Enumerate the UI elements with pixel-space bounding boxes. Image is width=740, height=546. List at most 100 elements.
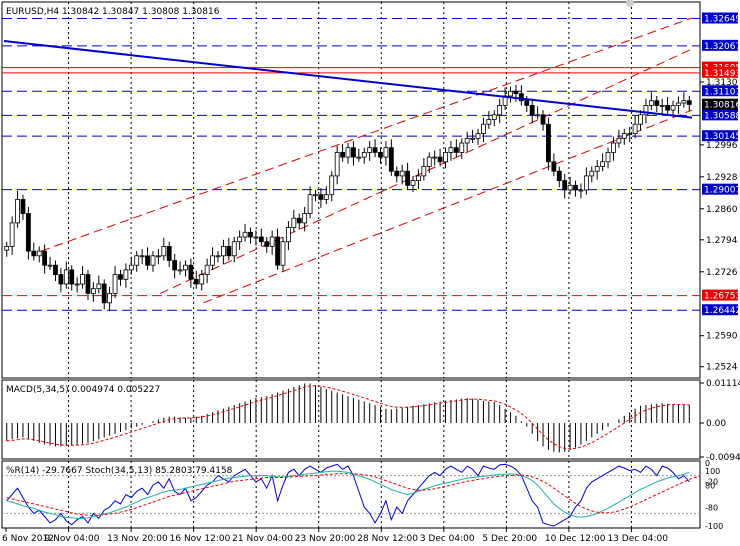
- stoch-tick-label: -80: [705, 503, 718, 512]
- candle-body: [643, 105, 649, 116]
- candle-body: [676, 102, 681, 106]
- horizontal-levels: [2, 17, 700, 311]
- candle-body: [405, 170, 410, 186]
- candle-body: [4, 245, 10, 251]
- candle-body: [296, 217, 302, 224]
- candle-body: [513, 90, 519, 95]
- candle-body: [253, 236, 259, 239]
- candle-body: [518, 93, 524, 102]
- candle-body: [145, 255, 150, 266]
- candle-body: [280, 241, 286, 266]
- candle-body: [42, 250, 48, 266]
- candle-body: [307, 194, 313, 214]
- candle-body: [15, 198, 20, 224]
- candle-body: [210, 255, 215, 266]
- candle-body: [334, 151, 340, 177]
- level-label-box: [702, 66, 738, 78]
- candle-body: [416, 175, 421, 181]
- candle-body: [231, 241, 237, 257]
- candle-body: [573, 184, 578, 191]
- stoch-tick-label: 0: [705, 459, 710, 468]
- price-tick-label: 1.2860: [706, 205, 738, 215]
- candle-body: [177, 269, 183, 272]
- candle-body: [486, 119, 492, 125]
- level-label-box: [702, 304, 738, 316]
- time-label: 16 Nov 12:00: [170, 534, 231, 544]
- candle-body: [648, 100, 654, 106]
- candle-body: [193, 278, 199, 285]
- candle-body: [36, 250, 42, 257]
- candle-body: [31, 250, 37, 257]
- candle-body: [25, 213, 31, 252]
- macd-tick-label: 0.00: [706, 419, 726, 429]
- candle-body: [453, 147, 459, 153]
- price-panel: EURUSD,H4 1.30842 1.30847 1.30808 1.3081…: [1, 0, 740, 379]
- candle-body: [600, 161, 606, 167]
- candle-body: [443, 151, 448, 163]
- scroll-marker-icon[interactable]: [626, 0, 634, 7]
- candle-body: [546, 123, 551, 163]
- candle-body: [345, 147, 351, 158]
- time-label: 10 Dec 12:00: [545, 534, 606, 544]
- candle-body: [388, 147, 394, 172]
- candle-body: [123, 269, 129, 280]
- time-label: 21 Nov 04:00: [232, 534, 293, 544]
- candle-body: [556, 170, 562, 181]
- trendline-line: [3, 40, 693, 119]
- candle-body: [659, 105, 665, 107]
- price-tick-label: 1.2794: [706, 236, 738, 246]
- level-label: 1.30145: [704, 132, 740, 142]
- candle-body: [150, 255, 156, 266]
- macd-tick-label: -0.00945: [706, 453, 740, 463]
- candle-body: [508, 90, 513, 97]
- candle-body: [215, 255, 221, 258]
- macd-axis: 0.01114 0.00 -0.00945: [700, 379, 740, 463]
- candle-body: [621, 133, 627, 139]
- time-label: 9 Nov 04:00: [45, 534, 100, 544]
- time-label: 13 Nov 20:00: [107, 534, 168, 544]
- level-label: 1.31101: [704, 87, 740, 97]
- candle-body: [329, 175, 335, 196]
- candle-body: [74, 283, 80, 286]
- level-label: 1.26442: [704, 306, 740, 316]
- candle-body: [686, 100, 692, 105]
- candle-body: [204, 264, 210, 276]
- candle-body: [85, 274, 91, 294]
- level-label-box: [702, 12, 738, 24]
- candle-body: [681, 100, 687, 104]
- current-price-label: 1.30816: [702, 98, 740, 111]
- candle-body: [258, 236, 264, 243]
- candle-body: [356, 156, 362, 159]
- candle-body: [491, 114, 497, 120]
- level-label-box: [702, 130, 738, 142]
- candle-body: [302, 213, 308, 224]
- price-tick-label: 1.2524: [706, 363, 738, 373]
- stoch-tick-label: 100: [705, 467, 720, 476]
- candle-body: [118, 274, 123, 280]
- level-label: 1.32067: [704, 42, 740, 52]
- time-label: 3 Dec 04:00: [420, 534, 475, 544]
- channel-line: [203, 109, 693, 304]
- candle-body: [351, 147, 356, 158]
- time-label: 28 Nov 12:00: [357, 534, 418, 544]
- candle-body: [183, 264, 188, 271]
- stoch-tick-label: -20: [705, 478, 718, 487]
- candle-body: [632, 123, 638, 134]
- level-label: 1.31493: [704, 69, 740, 79]
- candle-body: [221, 245, 226, 257]
- candle-body: [475, 133, 481, 139]
- candle-body: [90, 288, 96, 294]
- macd-panel: MACD(5,34,5) 0.004974 0.005227 0.011140.…: [1, 379, 740, 463]
- macd-signal-line: [6, 385, 690, 450]
- level-label: 1.26753: [704, 292, 740, 302]
- candle-body: [529, 105, 535, 116]
- stochastic-panel: %R(14) -29.7667 Stoch(34,5,13) 85.2803 7…: [1, 459, 723, 531]
- candle-body: [318, 194, 324, 200]
- candle-body: [199, 274, 205, 285]
- level-label-box: [702, 85, 738, 97]
- candle-body: [535, 114, 541, 117]
- candle-body: [313, 194, 318, 197]
- candle-body: [589, 170, 595, 177]
